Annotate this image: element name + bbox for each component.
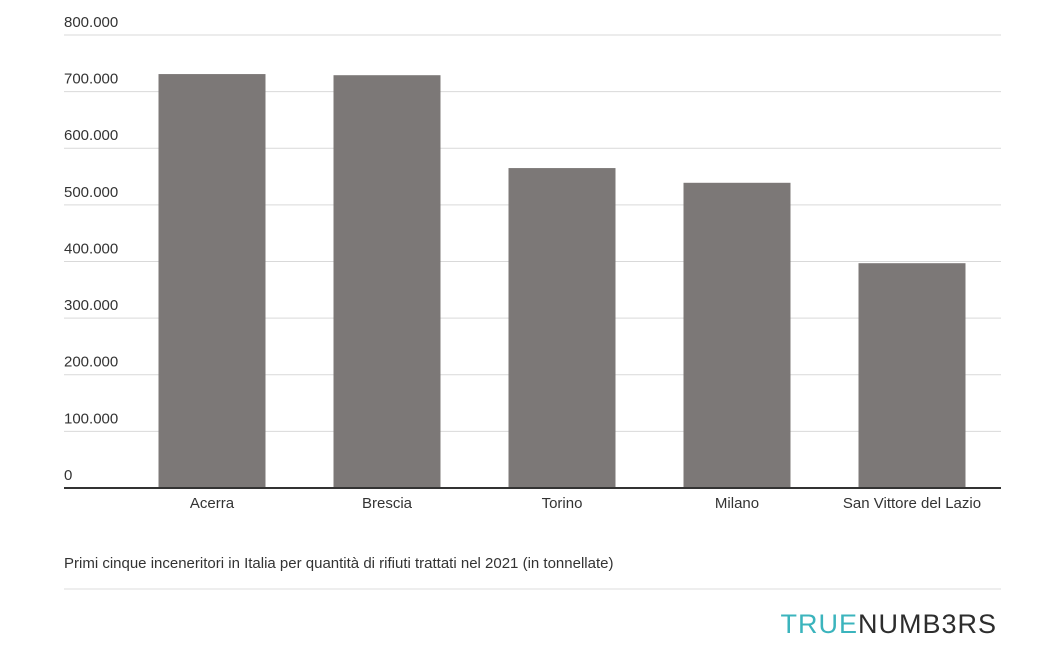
- bar: [683, 182, 791, 488]
- y-tick-label: 100.000: [64, 410, 118, 427]
- bar: [858, 263, 966, 488]
- logo-first: TRUE: [780, 609, 858, 639]
- y-tick-label: 200.000: [64, 354, 118, 371]
- y-tick-label: 300.000: [64, 297, 118, 314]
- y-tick-label: 400.000: [64, 240, 118, 257]
- x-tick-label: Acerra: [190, 495, 235, 512]
- bar: [508, 168, 616, 488]
- x-tick-label: San Vittore del Lazio: [843, 495, 981, 512]
- x-tick-label: Milano: [715, 495, 759, 512]
- logo: TRUENUMB3RS: [780, 609, 997, 639]
- y-tick-label: 800.000: [64, 14, 118, 31]
- y-tick-label: 700.000: [64, 71, 118, 88]
- bar: [158, 74, 266, 488]
- logo-second: NUMB3RS: [858, 609, 997, 639]
- y-tick-label: 600.000: [64, 127, 118, 144]
- y-tick-label: 0: [64, 467, 72, 484]
- x-tick-label: Torino: [542, 495, 583, 512]
- y-tick-label: 500.000: [64, 184, 118, 201]
- x-tick-label: Brescia: [362, 495, 413, 512]
- chart-caption: Primi cinque inceneritori in Italia per …: [64, 555, 613, 572]
- bar: [333, 75, 441, 489]
